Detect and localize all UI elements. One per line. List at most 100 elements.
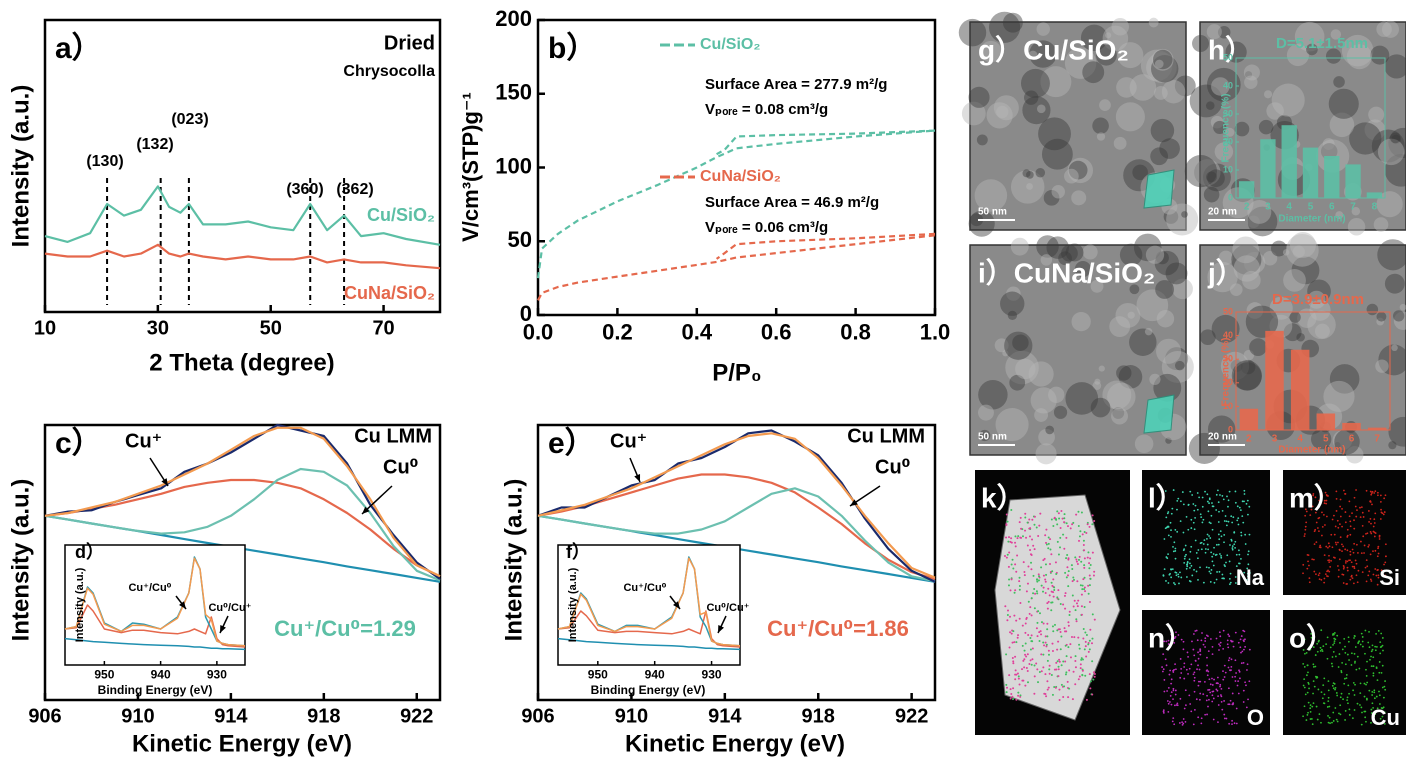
map-dot (1228, 703, 1231, 706)
texture (1043, 189, 1060, 206)
map-dot (1175, 574, 1178, 577)
texture (976, 134, 988, 146)
map-dot (1239, 677, 1241, 680)
map-dot (1075, 620, 1078, 623)
map-dot (1371, 690, 1374, 693)
map-dot (1310, 718, 1313, 720)
map-dot (1370, 665, 1373, 668)
map-dot (1090, 642, 1093, 645)
map-dot (1310, 636, 1313, 639)
map-dot (1036, 621, 1039, 624)
map-dot (1189, 703, 1192, 705)
map-dot (1378, 671, 1381, 674)
x-tick-label: 910 (615, 705, 648, 727)
map-dot (1309, 648, 1312, 651)
map-dot (1179, 520, 1182, 523)
map-dot (1189, 550, 1192, 553)
map-dot (1030, 597, 1033, 600)
map-dot (1078, 535, 1081, 538)
texture (970, 213, 984, 227)
texture (980, 40, 1002, 63)
map-dot (1048, 563, 1051, 566)
map-dot (1302, 684, 1305, 687)
map-dot (1373, 697, 1376, 700)
map-dot (1312, 702, 1315, 704)
panel-label: e） (548, 426, 595, 460)
map-dot (1305, 510, 1308, 513)
map-dot (1330, 559, 1332, 562)
map-dot (1346, 528, 1349, 531)
map-dot (1006, 609, 1009, 612)
map-dot (1042, 590, 1045, 593)
map-dot (1068, 669, 1071, 672)
x-tick-label: 7 (1350, 202, 1356, 213)
map-dot (1077, 599, 1080, 602)
map-dot (1057, 675, 1060, 678)
map-dot (1175, 704, 1178, 706)
texture (1388, 441, 1397, 450)
map-dot (1349, 525, 1352, 528)
map-dot (1359, 692, 1362, 694)
x-tick-label: 2 (1246, 434, 1252, 445)
map-dot (1062, 603, 1065, 606)
map-dot (1018, 585, 1021, 588)
map-dot (1349, 520, 1352, 523)
map-dot (1312, 646, 1315, 648)
map-dot (1375, 632, 1377, 635)
map-dot (1062, 660, 1065, 663)
map-dot (1060, 510, 1063, 513)
x-tick-label: 3 (1272, 434, 1278, 445)
map-dot (1211, 502, 1213, 504)
map-dot (1005, 556, 1008, 559)
map-dot (1190, 710, 1193, 713)
map-dot (1346, 653, 1349, 656)
map-dot (1036, 592, 1039, 595)
map-dot (1217, 704, 1220, 706)
map-dot (1040, 633, 1043, 636)
map-dot (1345, 583, 1348, 585)
map-dot (1321, 648, 1323, 651)
map-dot (1323, 502, 1326, 505)
map-dot (1236, 519, 1239, 522)
map-dot (1029, 659, 1032, 662)
map-dot (1235, 565, 1238, 568)
map-dot (1212, 564, 1215, 567)
map-dot (1042, 666, 1045, 669)
map-dot (1093, 570, 1096, 573)
map-dot (1351, 717, 1354, 720)
map-dot (1088, 648, 1091, 651)
chart-title: D=3.9±0.9nm (1272, 291, 1364, 308)
map-dot (1227, 687, 1230, 690)
map-dot (1207, 650, 1210, 653)
map-dot (1193, 679, 1196, 682)
texture (1038, 117, 1071, 151)
texture (1161, 350, 1194, 384)
map-dot (1222, 498, 1225, 501)
texture (1030, 387, 1057, 414)
map-dot (1339, 523, 1341, 526)
x-tick-label: 950 (588, 667, 608, 681)
texture (1322, 138, 1335, 150)
map-dot (1370, 721, 1372, 724)
map-dot (1180, 638, 1183, 641)
map-dot (1308, 646, 1311, 649)
map-dot (1080, 658, 1083, 661)
map-dot (1012, 567, 1015, 570)
scale-bar-label: 50 nm (978, 432, 1007, 443)
map-dot (1356, 581, 1359, 584)
map-dot (1339, 505, 1342, 508)
map-dot (1361, 524, 1364, 527)
texture (1094, 378, 1101, 385)
series-label: Cu/SiO₂ (367, 205, 435, 225)
map-dot (1238, 506, 1241, 509)
map-dot (1328, 716, 1331, 719)
map-dot (1353, 652, 1356, 655)
texture (1150, 118, 1175, 143)
map-dot (1011, 698, 1014, 701)
map-dot (1380, 508, 1382, 511)
map-dot (1006, 619, 1009, 622)
map-dot (1243, 500, 1245, 503)
map-dot (1043, 557, 1046, 560)
map-dot (1185, 668, 1188, 671)
map-dot (1346, 566, 1349, 569)
